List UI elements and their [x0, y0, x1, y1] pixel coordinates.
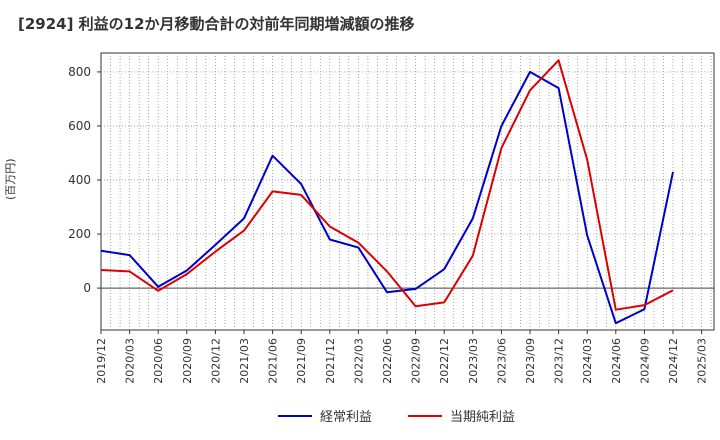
x-tick-label: 2020/12: [209, 338, 222, 384]
y-tick-label: 200: [68, 227, 91, 241]
x-tick-label: 2021/12: [324, 338, 337, 384]
y-tick-label: 0: [83, 281, 91, 295]
series-line-ordinary-profit: [100, 70, 674, 325]
x-tick-label: 2025/03: [696, 338, 709, 384]
grid: [101, 53, 714, 330]
y-tick-labels: 0 200 400 600 800: [68, 65, 101, 295]
legend-swatch: [408, 414, 442, 417]
series-line-net-profit: [100, 59, 674, 311]
legend-swatch: [278, 414, 312, 417]
series-lines: [100, 59, 674, 325]
chart-title: [2924] 利益の12か月移動合計の対前年同期増減額の推移: [18, 15, 415, 33]
x-tick-label: 2024/09: [638, 338, 651, 384]
x-tick-label: 2020/06: [152, 338, 165, 384]
x-tick-label: 2023/06: [495, 338, 508, 384]
x-tick-label: 2024/03: [581, 338, 594, 384]
x-tick-label: 2024/06: [610, 338, 623, 384]
x-tick-label: 2023/09: [524, 338, 537, 384]
x-tick-label: 2022/03: [352, 338, 365, 384]
legend-label: 当期純利益: [450, 410, 516, 425]
x-tick-label: 2021/09: [295, 338, 308, 384]
x-tick-label: 2023/12: [553, 338, 566, 384]
x-tick-label: 2022/09: [410, 338, 423, 384]
legend-item-ordinary-profit: 経常利益: [278, 406, 372, 425]
y-tick-label: 400: [68, 173, 91, 187]
y-tick-label: 600: [68, 119, 91, 133]
legend-item-net-profit: 当期純利益: [408, 406, 515, 425]
x-tick-label: 2022/06: [381, 338, 394, 384]
x-tick-label: 2021/03: [238, 338, 251, 384]
x-tick-label: 2021/06: [267, 338, 280, 384]
x-tick-label: 2022/12: [438, 338, 451, 384]
x-tick-label: 2020/03: [124, 338, 137, 384]
x-tick-label: 2019/12: [95, 338, 108, 384]
y-tick-label: 800: [68, 65, 91, 79]
x-tick-label: 2024/12: [667, 338, 680, 384]
x-tick-label: 2020/09: [181, 338, 194, 384]
legend-label: 経常利益: [320, 410, 373, 425]
x-tick-labels: 2019/12 2020/03 2020/06 2020/09 2020/12 2021/…: [95, 330, 709, 384]
x-tick-label: 2023/03: [467, 338, 480, 384]
